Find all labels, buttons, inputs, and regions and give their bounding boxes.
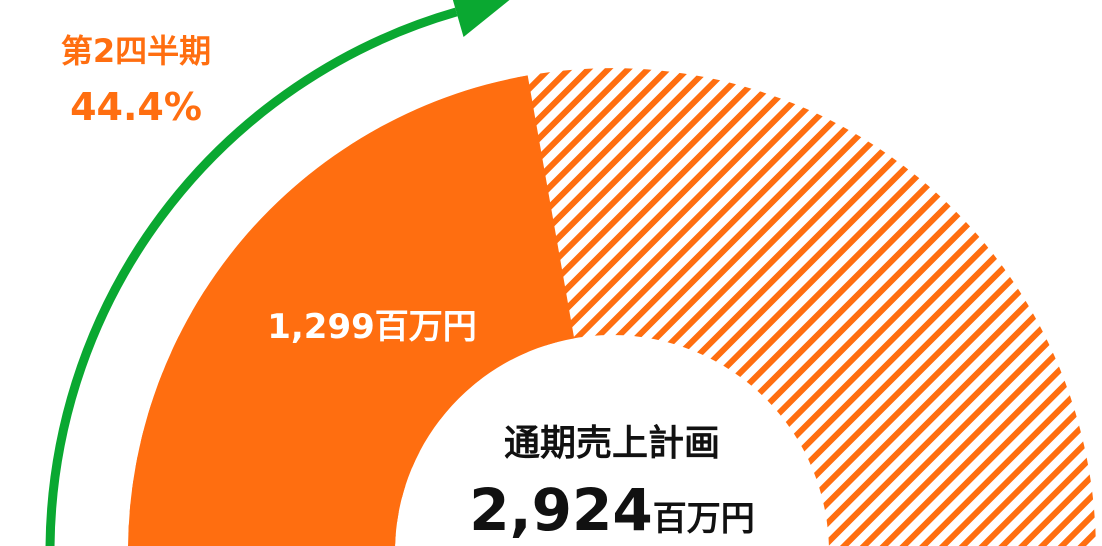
actual-sector xyxy=(128,75,575,546)
arrow-head xyxy=(452,0,510,37)
period-label: 第2四半期 xyxy=(61,32,211,70)
total-value: 2,924 xyxy=(469,476,652,544)
total-unit: 百万円 xyxy=(653,499,755,539)
percent-label: 44.4% xyxy=(70,85,202,129)
arrow-shaft xyxy=(45,7,458,546)
value-label: 1,299百万円 xyxy=(267,307,477,347)
total-title: 通期売上計画 xyxy=(504,423,720,464)
marks xyxy=(45,0,1096,546)
progress-arrow xyxy=(45,0,510,546)
total: 2,924百万円 xyxy=(469,476,754,544)
